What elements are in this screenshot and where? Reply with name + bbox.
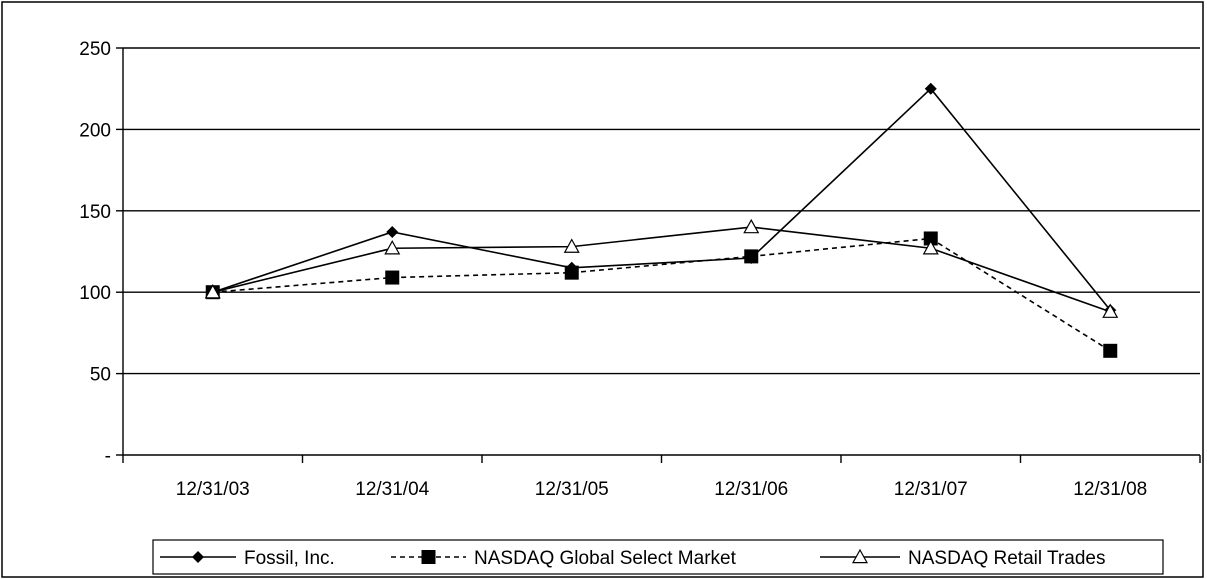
x-tick-label: 12/31/08 [1073, 479, 1147, 500]
data-point-2 [1102, 303, 1119, 318]
data-point-1 [564, 265, 579, 280]
legend-marker-2 [851, 548, 869, 564]
axes [116, 47, 1201, 463]
x-tick-label: 12/31/04 [355, 479, 429, 500]
x-tick-label: 12/31/03 [176, 479, 250, 500]
data-point-1 [385, 270, 400, 285]
data-point-2 [384, 240, 401, 255]
data-point-2 [743, 218, 760, 234]
y-axis-tick-labels: - 50 100 150 200 250 [79, 39, 111, 467]
y-tick-label: - [105, 446, 111, 467]
y-tick-label: 100 [79, 283, 111, 304]
series-line-2 [212, 226, 1111, 313]
data-point-0 [386, 225, 399, 238]
x-tick-label: 12/31/06 [714, 479, 788, 500]
legend-label-0: Fossil, Inc. [244, 548, 335, 569]
data-point-1 [1103, 343, 1118, 358]
data-point-1 [744, 249, 759, 264]
data-point-2 [922, 240, 939, 255]
legend-label-2: NASDAQ Retail Trades [908, 548, 1105, 569]
series-line-0 [212, 87, 1111, 311]
data-point-2 [204, 283, 221, 299]
y-tick-label: 50 [90, 365, 111, 386]
legend: Fossil, Inc. NASDAQ Global Select Market N… [152, 539, 1164, 575]
legend-marker-0 [192, 551, 204, 563]
grid-lines [123, 47, 1200, 375]
x-axis-tick-labels: 12/31/03 12/31/04 12/31/05 12/31/06 12/31/07… [176, 479, 1147, 500]
data-series [204, 82, 1119, 358]
y-tick-label: 150 [79, 202, 111, 223]
legend-marker-1 [421, 550, 436, 564]
x-tick-label: 12/31/07 [894, 479, 968, 500]
data-point-0 [924, 82, 937, 95]
legend-label-1: NASDAQ Global Select Market [474, 548, 737, 569]
y-tick-label: 200 [79, 120, 111, 141]
data-point-2 [563, 238, 580, 253]
x-tick-label: 12/31/05 [535, 479, 609, 500]
y-tick-label: 250 [79, 39, 111, 60]
legend-box [152, 539, 1164, 575]
data-point-1 [923, 231, 938, 246]
